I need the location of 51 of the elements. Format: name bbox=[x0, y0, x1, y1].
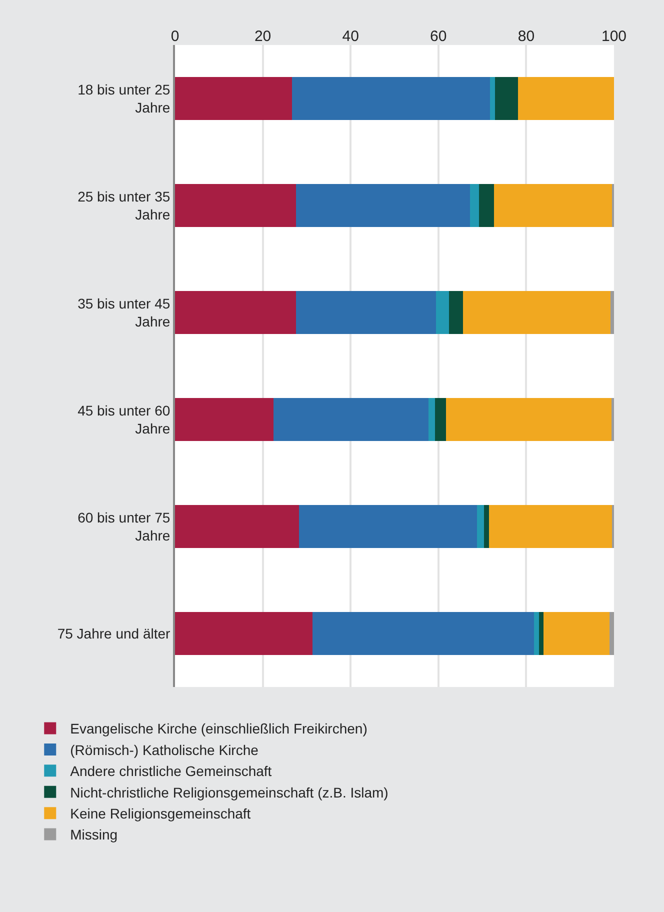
y-tick-label: 45 bis unter 60 Jahre bbox=[78, 402, 170, 436]
bar bbox=[495, 77, 518, 120]
bar bbox=[296, 291, 436, 334]
bar bbox=[488, 505, 612, 548]
bar bbox=[610, 291, 614, 334]
bar bbox=[448, 291, 463, 334]
x-tick-label: 20 bbox=[254, 28, 272, 45]
y-tick-label: 60 bis unter 75 Jahre bbox=[78, 509, 170, 544]
bar bbox=[299, 505, 478, 548]
legend-label: Evangelische Kirche (einschließlich Freikirchen) bbox=[70, 720, 368, 737]
x-tick-label: 0 bbox=[170, 28, 180, 45]
bar bbox=[175, 505, 300, 548]
legend-label: Missing bbox=[70, 826, 118, 843]
bar bbox=[494, 184, 612, 227]
bar bbox=[446, 398, 612, 441]
bar bbox=[478, 184, 494, 227]
bar bbox=[490, 77, 496, 120]
bar bbox=[175, 184, 296, 227]
bar bbox=[610, 612, 614, 655]
bar bbox=[175, 291, 296, 334]
legend-label: (Römisch-) Katholische Kirche bbox=[70, 742, 259, 758]
bar bbox=[296, 184, 470, 227]
y-tick-label: 35 bis unter 45 Jahre bbox=[78, 295, 170, 330]
legend-label: Andere christliche Gemeinschaft bbox=[70, 763, 272, 780]
bar bbox=[428, 398, 435, 441]
bar bbox=[462, 291, 610, 334]
y-tick-label: 25 bis unter 35 Jahre bbox=[78, 188, 170, 222]
x-tick-label: 40 bbox=[342, 28, 359, 45]
bar bbox=[175, 612, 312, 655]
bar bbox=[436, 291, 449, 334]
y-tick-label: 75 Jahre und älter bbox=[57, 625, 171, 642]
bar bbox=[292, 77, 490, 120]
bar bbox=[175, 77, 292, 120]
x-tick-label: 60 bbox=[430, 28, 447, 45]
bar bbox=[312, 612, 534, 655]
bar bbox=[538, 612, 544, 655]
y-tick-label: 18 bis unter 25 Jahre bbox=[78, 81, 170, 116]
bar bbox=[434, 398, 446, 441]
legend-label: Nicht-christliche Religionsgemeinschaft (z.B. Islam) bbox=[70, 784, 388, 800]
x-tick-label: 80 bbox=[518, 28, 535, 45]
bar bbox=[175, 398, 274, 441]
bar bbox=[518, 77, 614, 120]
bar bbox=[477, 505, 484, 548]
legend-label: Keine Religionsgemeinschaft bbox=[70, 806, 251, 822]
bar bbox=[484, 505, 489, 548]
bar bbox=[534, 612, 539, 655]
bar bbox=[543, 612, 610, 655]
bar bbox=[611, 398, 614, 441]
bar bbox=[470, 184, 479, 227]
bar bbox=[273, 398, 429, 441]
x-tick-label: 100 bbox=[601, 28, 627, 45]
